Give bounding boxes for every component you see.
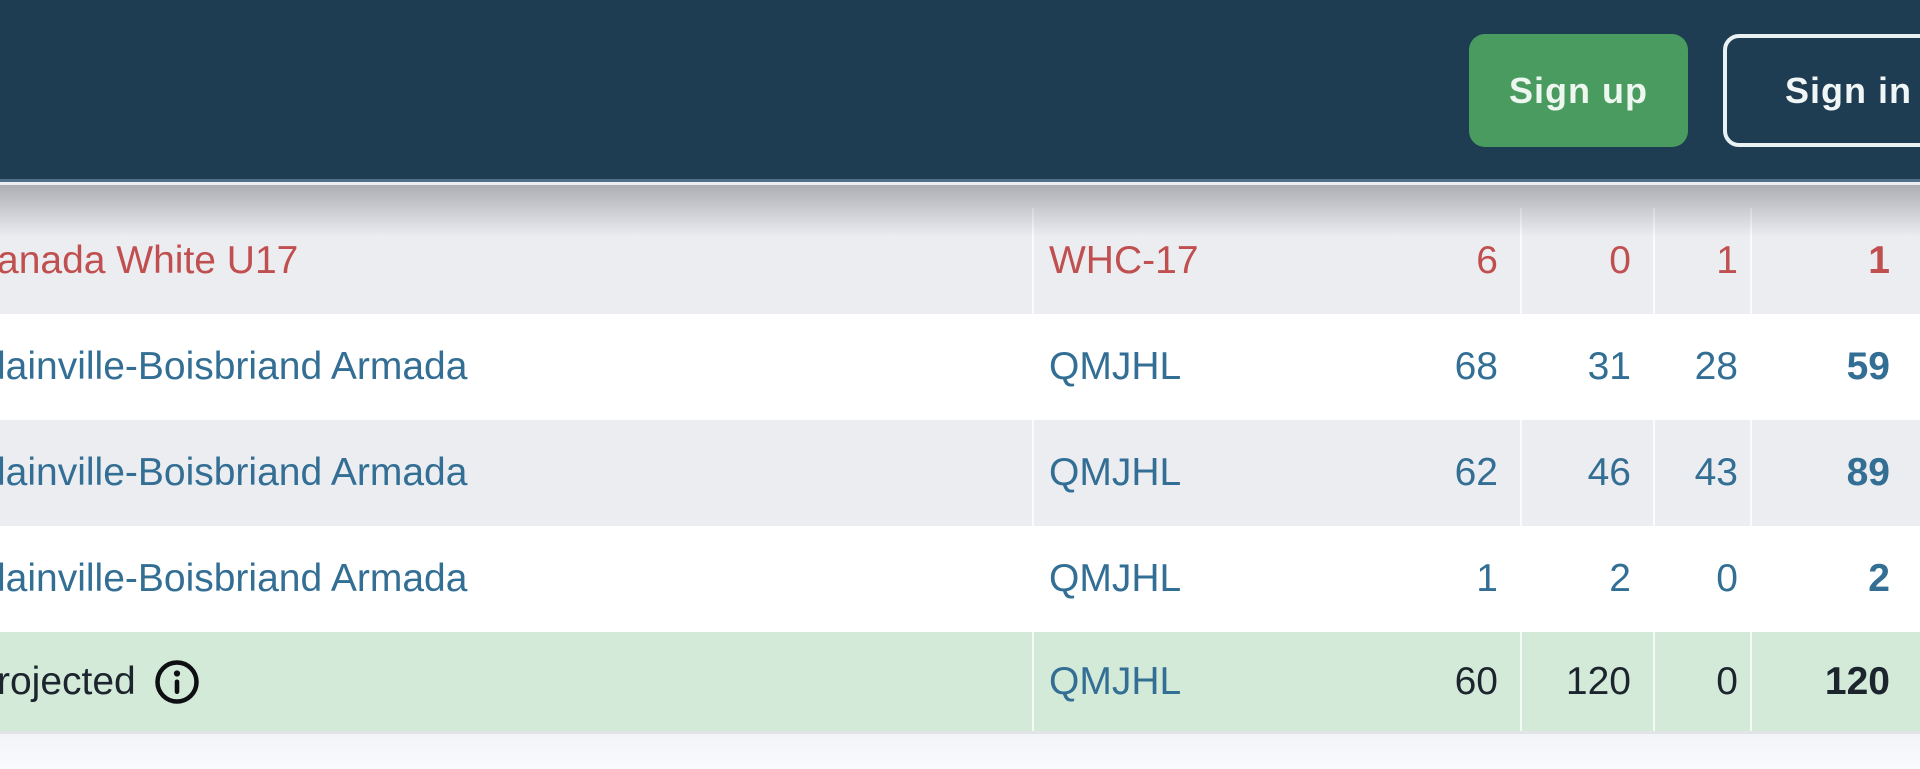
table-row: anada White U17 WHC-17 6 0 1 1 bbox=[0, 182, 1920, 314]
top-navbar: Sign up Sign in bbox=[0, 0, 1920, 182]
projected-row: rojected QMJHL 60 120 0 120 bbox=[0, 632, 1920, 734]
goals-cell: 46 bbox=[1520, 420, 1653, 526]
assists-cell: 0 bbox=[1653, 632, 1750, 731]
team-link[interactable]: lainville-Boisbriand Armada bbox=[0, 345, 468, 388]
team-link[interactable]: anada White U17 bbox=[0, 239, 299, 282]
team-cell: anada White U17 bbox=[0, 208, 1032, 314]
assists-cell: 43 bbox=[1653, 420, 1750, 526]
goals-cell: 120 bbox=[1520, 632, 1653, 731]
points-cell: 89 bbox=[1750, 420, 1920, 526]
assists-cell: 1 bbox=[1653, 208, 1750, 314]
sign-up-button[interactable]: Sign up bbox=[1469, 34, 1688, 147]
team-link[interactable]: lainville-Boisbriand Armada bbox=[0, 451, 468, 494]
projected-label: rojected bbox=[0, 659, 136, 703]
team-cell: lainville-Boisbriand Armada bbox=[0, 420, 1032, 526]
table-row: lainville-Boisbriand Armada QMJHL 62 46 … bbox=[0, 420, 1920, 526]
league-link[interactable]: QMJHL bbox=[1049, 659, 1182, 703]
league-cell: QMJHL bbox=[1032, 420, 1360, 526]
league-link[interactable]: WHC-17 bbox=[1049, 239, 1199, 282]
team-cell: lainville-Boisbriand Armada bbox=[0, 526, 1032, 632]
league-link[interactable]: QMJHL bbox=[1049, 345, 1182, 388]
table-row: lainville-Boisbriand Armada QMJHL 68 31 … bbox=[0, 314, 1920, 420]
points-cell: 59 bbox=[1750, 314, 1920, 420]
goals-cell: 0 bbox=[1520, 208, 1653, 314]
gp-cell: 62 bbox=[1454, 451, 1498, 494]
team-cell: lainville-Boisbriand Armada bbox=[0, 314, 1032, 420]
goals-cell: 2 bbox=[1520, 526, 1653, 632]
gp-cell: 6 bbox=[1476, 239, 1498, 282]
team-link[interactable]: lainville-Boisbriand Armada bbox=[0, 557, 468, 600]
points-cell: 2 bbox=[1750, 526, 1920, 632]
league-cell: QMJHL bbox=[1032, 314, 1360, 420]
table-row: lainville-Boisbriand Armada QMJHL 1 2 0 … bbox=[0, 526, 1920, 632]
league-cell: WHC-17 bbox=[1032, 208, 1360, 314]
league-cell: QMJHL bbox=[1032, 632, 1360, 731]
gp-cell: 68 bbox=[1454, 345, 1498, 388]
gp-cell: 1 bbox=[1476, 557, 1498, 600]
team-cell: rojected bbox=[0, 632, 1032, 731]
points-cell: 120 bbox=[1750, 632, 1920, 731]
assists-cell: 0 bbox=[1653, 526, 1750, 632]
league-link[interactable]: QMJHL bbox=[1049, 451, 1182, 494]
league-cell: QMJHL bbox=[1032, 526, 1360, 632]
points-cell: 1 bbox=[1750, 208, 1920, 314]
league-link[interactable]: QMJHL bbox=[1049, 557, 1182, 600]
next-row-partial bbox=[0, 734, 1920, 769]
sign-in-button[interactable]: Sign in bbox=[1723, 34, 1920, 147]
assists-cell: 28 bbox=[1653, 314, 1750, 420]
player-stats-table: anada White U17 WHC-17 6 0 1 1 lainville… bbox=[0, 182, 1920, 734]
info-icon[interactable] bbox=[154, 659, 200, 705]
goals-cell: 31 bbox=[1520, 314, 1653, 420]
gp-cell: 60 bbox=[1454, 659, 1498, 703]
